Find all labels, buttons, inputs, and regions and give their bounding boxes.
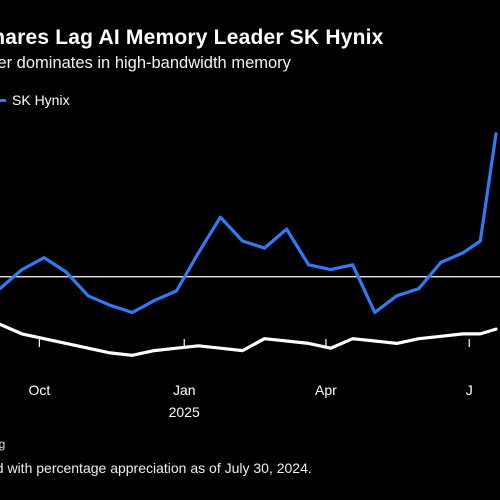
- chart-subtitle: aker dominates in high-bandwidth memory: [0, 54, 291, 72]
- x-tick-label: J: [466, 382, 473, 398]
- source-note: erg: [0, 437, 6, 451]
- legend-label-hynix: SK Hynix: [12, 92, 70, 108]
- chart-title: Shares Lag AI Memory Leader SK Hynix: [0, 26, 384, 49]
- series-line-sk-hynix: [0, 132, 498, 315]
- x-tick-label: Apr: [315, 382, 337, 398]
- footnote: ed with percentage appreciation as of Ju…: [0, 460, 312, 476]
- x-year-label: 2025: [169, 404, 200, 420]
- legend: SK Hynix: [0, 92, 70, 108]
- series-line-comparison: [0, 322, 498, 357]
- x-tick-label: Oct: [28, 382, 50, 398]
- legend-swatch-hynix: [0, 98, 6, 102]
- x-tick-label: Jan: [173, 382, 196, 398]
